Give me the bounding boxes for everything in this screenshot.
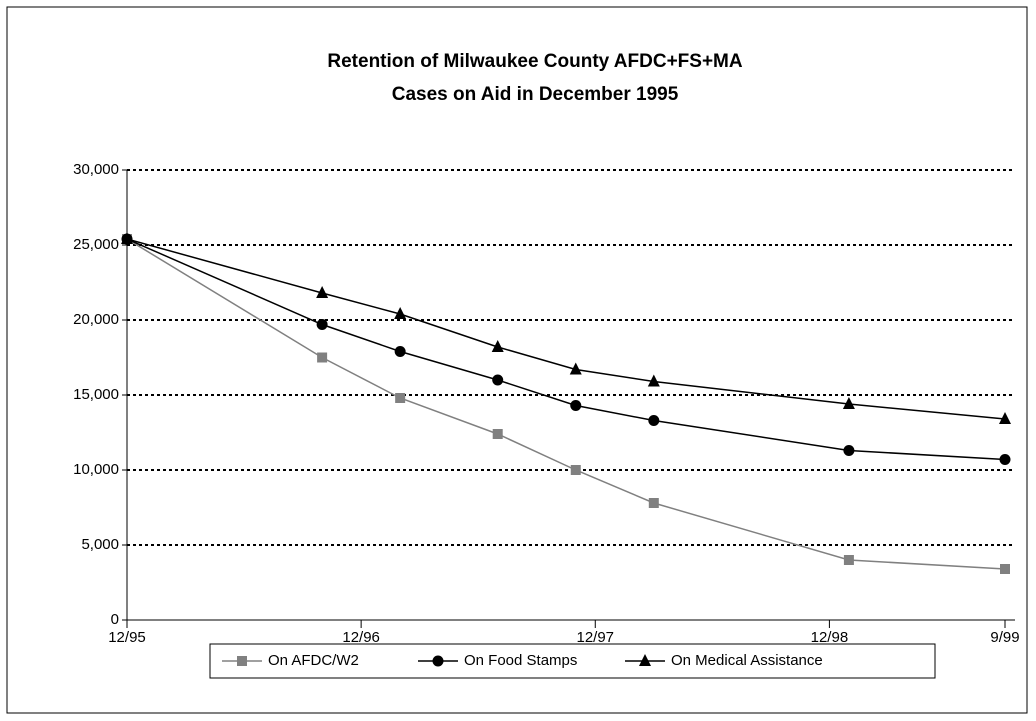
chart-title: Retention of Milwaukee County AFDC+FS+MA	[327, 51, 742, 72]
marker	[492, 374, 504, 386]
marker	[843, 445, 855, 456]
marker	[237, 656, 247, 666]
marker	[491, 340, 504, 352]
y-tick-label: 10,000	[73, 461, 119, 478]
x-tick-label: 12/97	[576, 629, 614, 646]
x-tick-label: 9/99	[990, 629, 1019, 646]
chart-subtitle: Cases on Aid in December 1995	[392, 84, 679, 105]
marker	[570, 465, 581, 475]
marker	[647, 374, 660, 387]
marker	[395, 393, 406, 403]
y-tick-label: 15,000	[73, 386, 119, 403]
marker	[648, 415, 660, 426]
marker	[999, 454, 1011, 465]
marker	[394, 346, 406, 357]
marker	[432, 655, 444, 667]
marker	[570, 400, 582, 411]
y-tick-label: 25,000	[73, 236, 119, 253]
y-tick-label: 5,000	[81, 536, 119, 553]
marker	[316, 319, 328, 330]
legend-label: On Food Stamps	[464, 652, 577, 669]
series-line	[126, 238, 1006, 420]
marker	[648, 498, 659, 508]
marker	[316, 286, 329, 298]
x-tick-label: 12/98	[811, 629, 849, 646]
legend-box	[209, 643, 936, 679]
marker	[843, 555, 854, 565]
marker	[394, 307, 407, 319]
marker	[569, 362, 582, 375]
x-tick-label: 12/95	[108, 629, 146, 646]
legend-label: On Medical Assistance	[671, 652, 823, 669]
marker	[492, 429, 503, 439]
x-tick-label: 12/96	[342, 629, 380, 646]
marker	[842, 397, 855, 409]
y-tick-label: 20,000	[73, 311, 119, 328]
marker	[317, 352, 328, 363]
series-line	[126, 238, 1006, 461]
marker	[999, 412, 1011, 424]
chart-border	[6, 6, 1028, 714]
marker	[639, 654, 651, 666]
series-line	[126, 238, 1006, 570]
legend-label: On AFDC/W2	[268, 652, 359, 669]
y-tick-label: 30,000	[73, 161, 119, 178]
y-tick-label: 0	[111, 611, 119, 628]
marker	[121, 232, 133, 244]
marker	[1000, 564, 1010, 574]
